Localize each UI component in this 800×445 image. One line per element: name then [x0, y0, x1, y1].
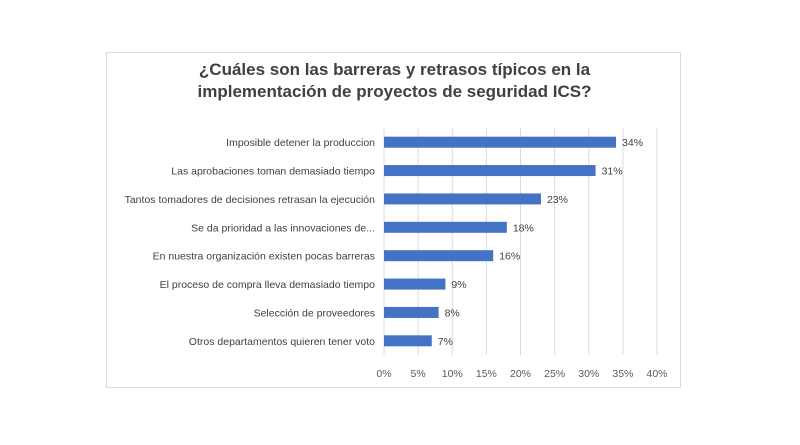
data-label: 8%: [445, 307, 460, 319]
x-tick-label: 40%: [646, 368, 667, 380]
data-label: 7%: [438, 336, 453, 348]
x-tick-label: 5%: [411, 368, 426, 380]
data-label: 34%: [622, 137, 643, 149]
bar: [384, 250, 494, 262]
bar: [384, 165, 596, 177]
bar: [384, 136, 617, 148]
chart-title-line-2: implementación de proyectos de seguridad…: [197, 82, 592, 101]
chart-title: ¿Cuáles son las barreras y retrasos típi…: [107, 59, 682, 103]
category-label: Imposible detener la produccion: [226, 137, 375, 149]
chart-frame: ¿Cuáles son las barreras y retrasos típi…: [106, 52, 681, 388]
category-label: Se da prioridad a las innovaciones de...: [191, 222, 375, 234]
bar: [384, 335, 432, 347]
x-tick-label: 30%: [578, 368, 599, 380]
bar: [384, 278, 446, 290]
category-label: Las aprobaciones toman demasiado tiempo: [171, 166, 375, 178]
x-tick-label: 0%: [376, 368, 391, 380]
x-tick-label: 35%: [612, 368, 633, 380]
category-label: El proceso de compra lleva demasiado tie…: [160, 279, 376, 291]
category-label: Tantos tomadores de decisiones retrasan …: [125, 194, 376, 206]
x-tick-label: 25%: [544, 368, 565, 380]
category-label: En nuestra organización existen pocas ba…: [153, 251, 375, 263]
data-label: 9%: [451, 279, 466, 291]
bar-chart: 0% 5% 10% 15% 20% 25% 30% 35% 40% Imposible deten…: [125, 128, 668, 380]
bar: [384, 221, 507, 233]
category-label: Otros departamentos quieren tener voto: [189, 336, 375, 348]
x-tick-label: 20%: [510, 368, 531, 380]
chart-title-line-1: ¿Cuáles son las barreras y retrasos típi…: [198, 60, 591, 79]
x-tick-label: 15%: [476, 368, 497, 380]
data-label: 18%: [513, 222, 534, 234]
data-label: 31%: [602, 166, 623, 178]
bar: [384, 193, 541, 205]
data-label: 23%: [547, 194, 568, 206]
data-label: 16%: [499, 251, 520, 263]
category-label: Selección de proveedores: [254, 307, 375, 319]
x-tick-label: 10%: [442, 368, 463, 380]
bar: [384, 306, 439, 318]
